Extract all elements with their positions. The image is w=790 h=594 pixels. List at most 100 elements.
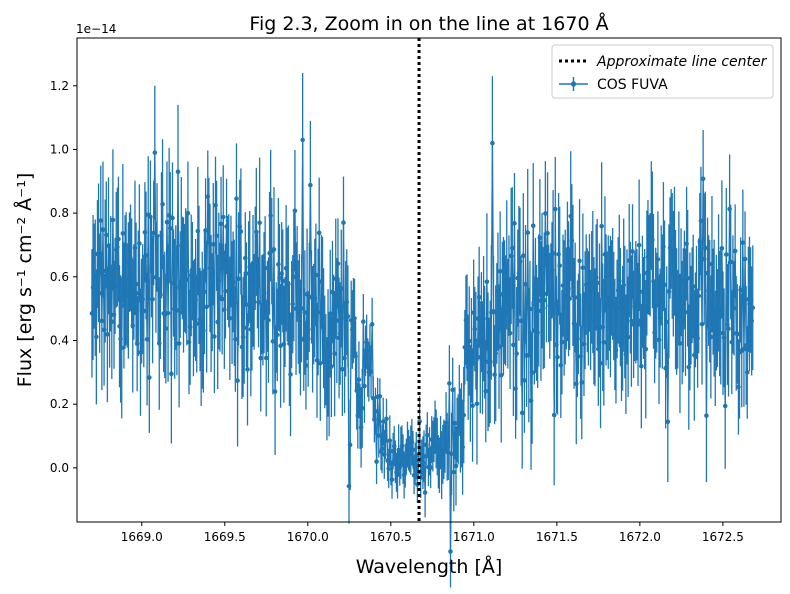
data-point	[373, 408, 378, 414]
data-point	[440, 452, 446, 457]
data-point	[425, 432, 430, 438]
data-point	[250, 278, 256, 284]
data-point	[706, 288, 711, 293]
data-point	[459, 423, 464, 428]
data-point	[294, 271, 300, 277]
data-point	[393, 459, 398, 465]
data-point	[194, 321, 200, 326]
data-point	[213, 202, 218, 208]
data-point	[580, 265, 586, 271]
data-point	[541, 297, 547, 303]
data-point	[716, 280, 721, 286]
x-tick-label: 1669.5	[204, 530, 246, 544]
data-point	[336, 335, 342, 341]
data-point	[321, 325, 326, 331]
data-point	[539, 278, 545, 283]
data-point	[631, 322, 636, 327]
data-point	[326, 371, 332, 377]
data-point	[648, 213, 654, 218]
data-point	[720, 330, 726, 336]
data-point	[738, 287, 743, 293]
data-point	[237, 224, 243, 229]
data-point	[108, 271, 113, 277]
data-point	[523, 281, 528, 287]
data-point	[184, 277, 190, 282]
data-point	[156, 341, 162, 346]
data-point	[98, 218, 104, 223]
data-point	[609, 285, 614, 291]
data-point	[244, 302, 249, 307]
data-point	[252, 255, 258, 261]
data-point	[657, 315, 663, 321]
data-point	[616, 278, 622, 284]
data-point	[318, 360, 323, 366]
data-point	[233, 336, 238, 342]
data-point	[344, 299, 350, 305]
data-point	[669, 253, 675, 259]
data-point	[504, 262, 510, 268]
data-point	[274, 332, 280, 338]
data-point	[109, 319, 115, 325]
data-point	[126, 288, 131, 293]
data-point	[502, 299, 507, 305]
data-point	[434, 444, 440, 449]
data-point	[645, 254, 651, 260]
data-point	[421, 454, 427, 459]
data-point	[312, 295, 318, 301]
data-point	[447, 381, 452, 386]
data-point	[535, 330, 540, 335]
data-point	[688, 312, 694, 318]
data-point	[290, 301, 296, 307]
data-point	[668, 236, 674, 242]
data-point	[214, 233, 219, 239]
data-point	[262, 265, 268, 271]
data-point	[551, 412, 557, 418]
data-point	[704, 413, 709, 418]
data-point	[597, 308, 602, 313]
data-point	[298, 335, 303, 340]
data-point	[468, 390, 473, 396]
data-point	[422, 490, 428, 495]
data-point	[731, 305, 737, 311]
data-point	[433, 436, 439, 442]
data-point	[684, 241, 689, 246]
data-point	[188, 273, 194, 278]
data-point	[270, 339, 276, 344]
data-point	[689, 292, 695, 298]
data-point	[402, 463, 408, 469]
data-point	[725, 322, 730, 327]
data-point	[204, 304, 209, 310]
data-point	[651, 279, 656, 284]
data-point	[744, 370, 750, 375]
data-point	[626, 258, 632, 263]
data-point	[530, 223, 536, 229]
data-point	[413, 453, 419, 458]
data-point	[325, 350, 331, 356]
data-point	[495, 289, 501, 294]
data-point	[532, 328, 537, 333]
data-point	[685, 275, 690, 281]
data-point	[479, 319, 484, 325]
x-tick-label: 1671.0	[453, 530, 495, 544]
data-point	[449, 451, 454, 457]
data-point	[386, 466, 392, 471]
data-point	[107, 303, 112, 308]
data-point	[436, 459, 441, 465]
data-point	[203, 228, 208, 233]
data-point	[134, 341, 140, 346]
data-point	[183, 268, 189, 274]
data-point	[490, 140, 495, 146]
data-point	[697, 239, 703, 245]
data-point	[696, 293, 702, 299]
data-point	[143, 253, 149, 258]
data-point	[288, 372, 293, 377]
data-point	[231, 300, 237, 306]
data-point	[116, 236, 121, 242]
data-point	[474, 401, 480, 407]
data-point	[276, 262, 281, 267]
data-point	[537, 235, 543, 241]
data-point	[683, 309, 688, 315]
data-point	[398, 450, 404, 456]
